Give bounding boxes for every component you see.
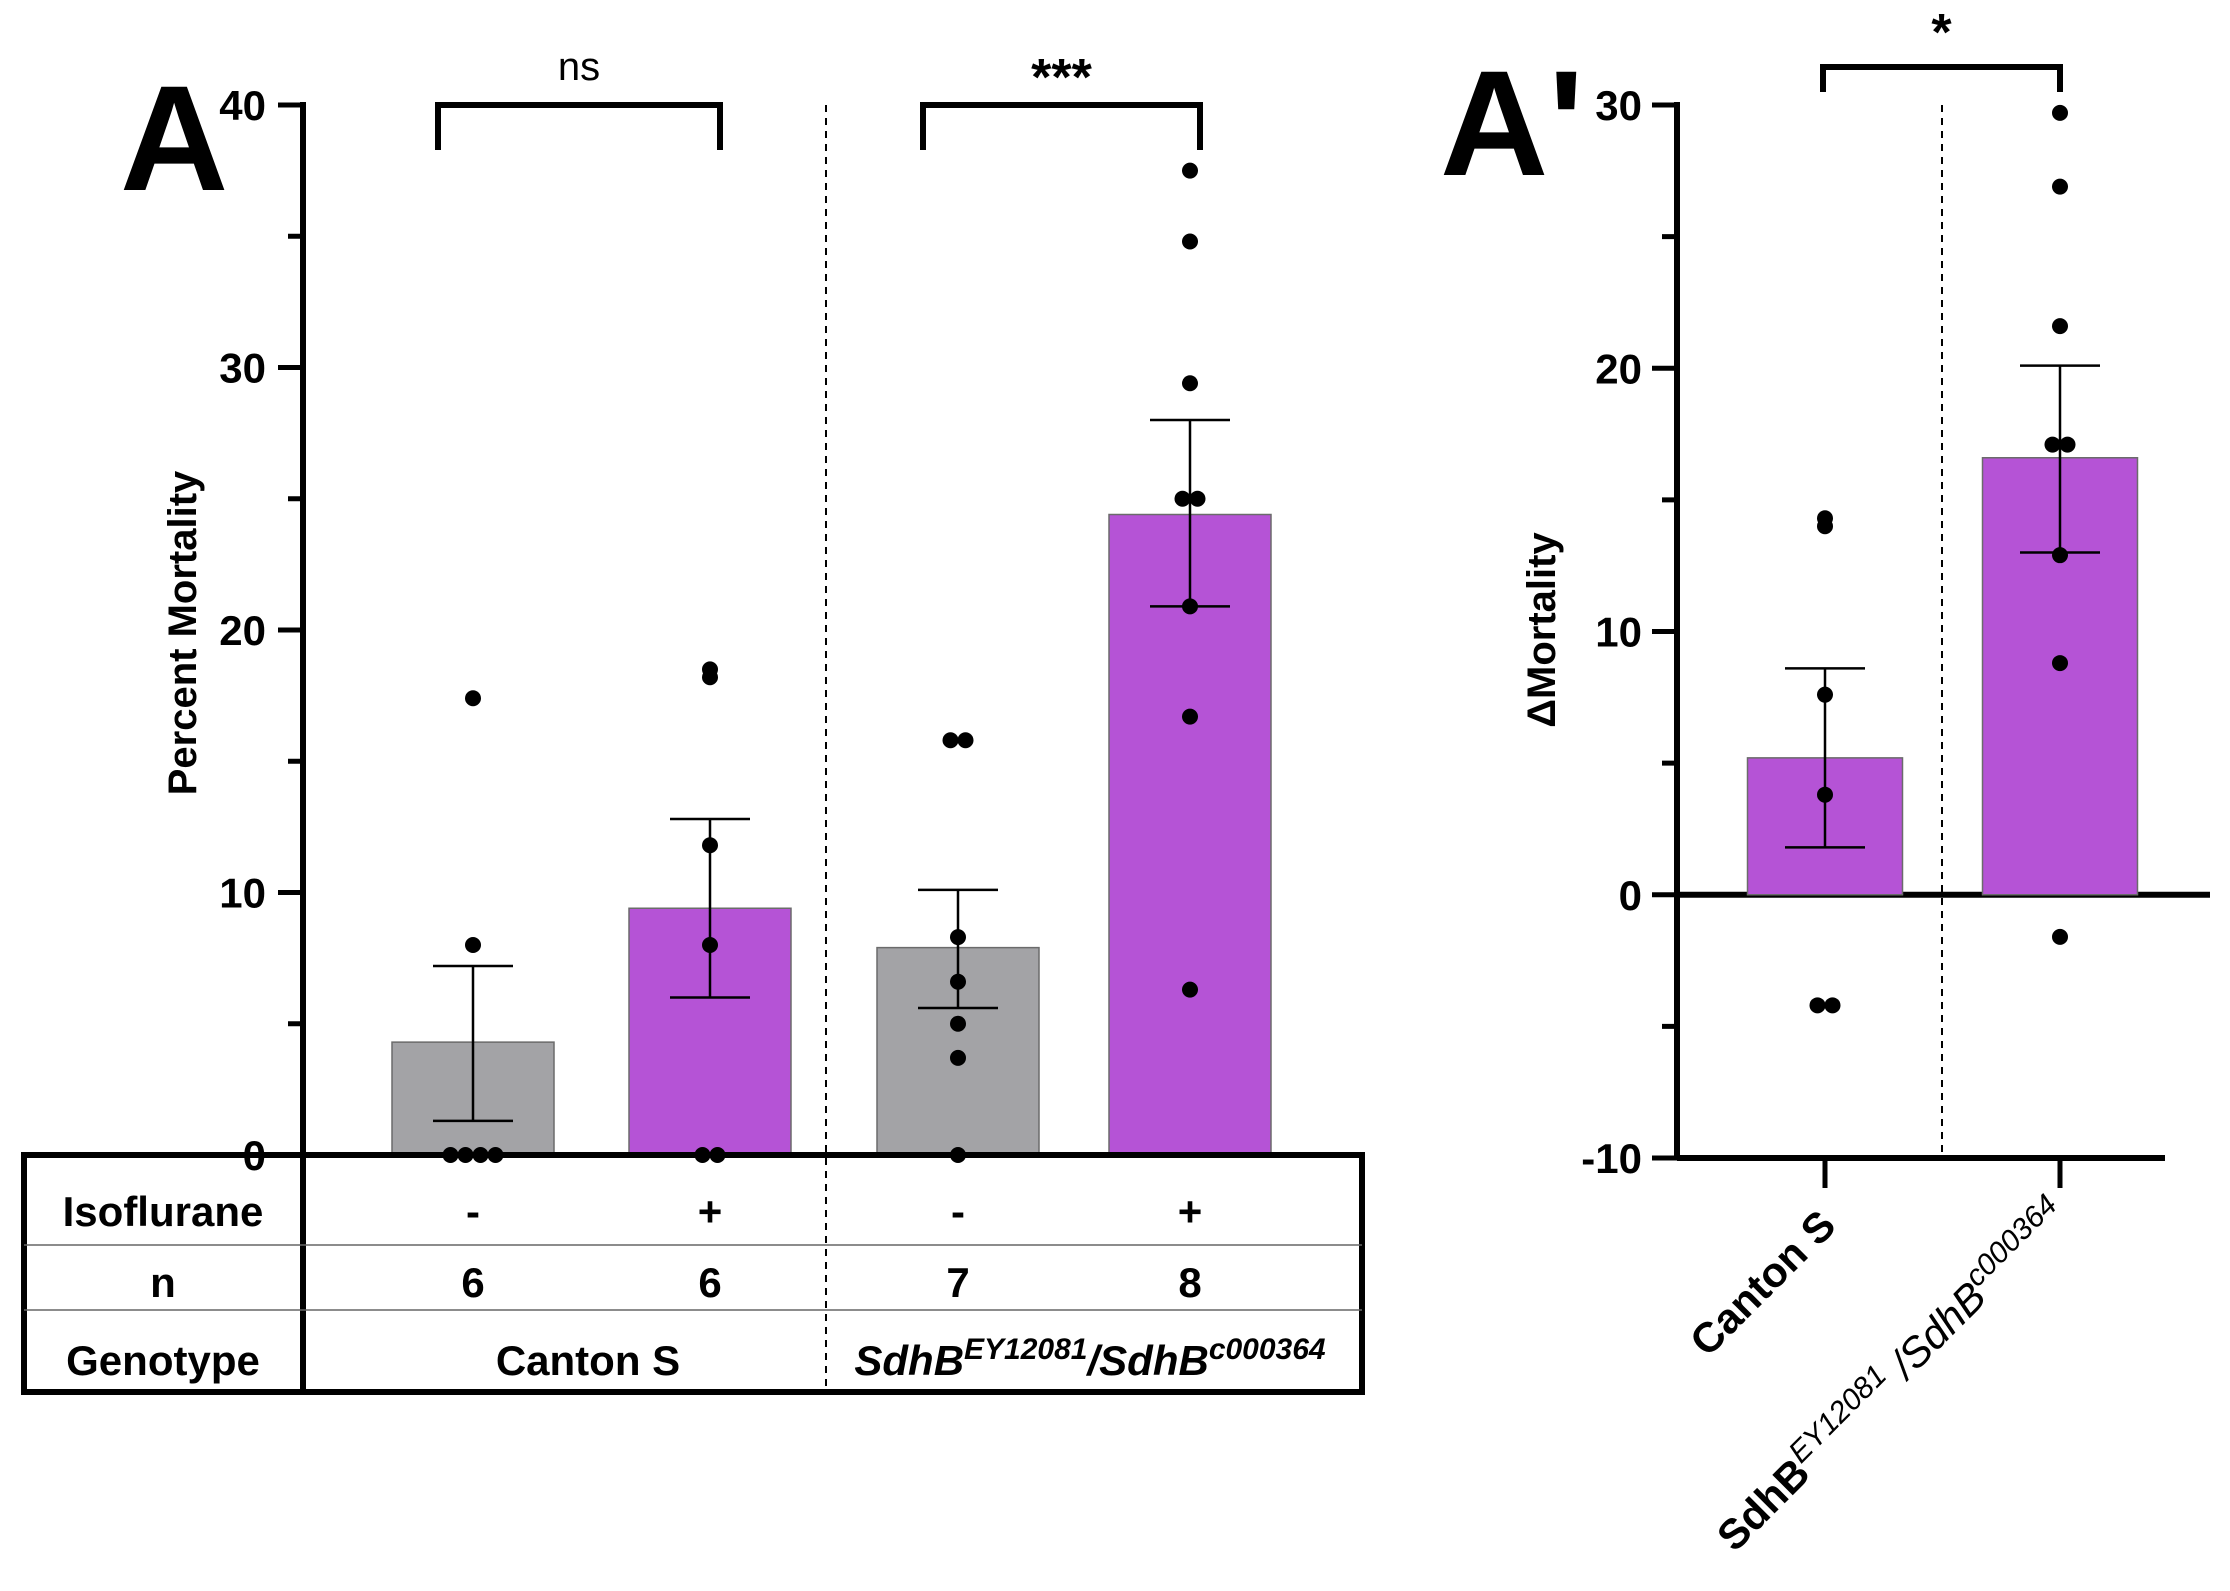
data-point bbox=[1182, 233, 1198, 250]
data-point bbox=[1182, 981, 1198, 998]
panel-a-label: A bbox=[120, 54, 228, 222]
y-tick-label: 20 bbox=[1595, 345, 1642, 392]
delta-data-point bbox=[2052, 547, 2068, 564]
delta-data-point bbox=[2052, 104, 2068, 121]
delta-data-point bbox=[2052, 655, 2068, 672]
table-row-label-genotype: Genotype bbox=[66, 1337, 260, 1384]
significance-label-2: *** bbox=[1031, 49, 1092, 107]
y-tick-label: 20 bbox=[219, 607, 266, 654]
data-point bbox=[702, 661, 718, 678]
data-point bbox=[1182, 708, 1198, 725]
table-border bbox=[21, 1152, 1365, 1395]
data-point bbox=[950, 973, 966, 990]
data-point bbox=[957, 732, 974, 749]
table-row-label-n: n bbox=[150, 1259, 176, 1306]
table-n-value: 6 bbox=[698, 1259, 721, 1306]
table-isoflurane-value: - bbox=[466, 1188, 480, 1235]
delta-data-point bbox=[1817, 510, 1833, 527]
y-tick-label: 40 bbox=[219, 82, 266, 129]
data-point bbox=[942, 732, 959, 749]
data-point bbox=[702, 837, 718, 854]
y-tick-label: 30 bbox=[219, 345, 266, 392]
data-point bbox=[702, 937, 718, 953]
delta-data-point bbox=[2052, 318, 2068, 335]
significance-bracket-1 bbox=[435, 102, 723, 150]
delta-data-point bbox=[1817, 686, 1833, 703]
y-tick-label: 10 bbox=[219, 870, 266, 917]
data-point bbox=[1182, 162, 1198, 179]
table-n-value: 6 bbox=[461, 1259, 484, 1306]
data-point bbox=[465, 690, 481, 707]
data-point bbox=[950, 929, 966, 946]
delta-data-point bbox=[2052, 178, 2068, 195]
table-n-value: 8 bbox=[1178, 1259, 1201, 1306]
delta-significance-bracket bbox=[1820, 64, 2063, 92]
data-point bbox=[1189, 490, 1206, 507]
delta-data-point bbox=[2052, 928, 2068, 945]
significance-bracket-2 bbox=[920, 102, 1203, 150]
data-point bbox=[950, 1049, 966, 1066]
panel-a-prime-y-axis: -10 0 10 20 30 bbox=[1581, 82, 2210, 1188]
panel-a-table: Isoflurane n Genotype -6+6-7+8 Canton S … bbox=[21, 1152, 1365, 1395]
delta-data-point bbox=[1824, 997, 1841, 1014]
table-genotype-sdhb: SdhBEY12081/SdhBc000364 bbox=[854, 1333, 1326, 1384]
delta-data-point bbox=[1817, 786, 1833, 803]
x-label-sdhb: SdhBEY12081 /SdhBc000364 bbox=[1705, 1188, 2076, 1559]
y-tick-label: 30 bbox=[1595, 82, 1642, 129]
significance-label-1: ns bbox=[558, 45, 600, 89]
delta-data-point bbox=[2059, 436, 2076, 453]
bar-4 bbox=[1108, 513, 1272, 1156]
table-n-value: 7 bbox=[946, 1259, 969, 1306]
data-point bbox=[1182, 598, 1198, 615]
delta-significance-label: * bbox=[1931, 4, 1952, 62]
table-row-label-isoflurane: Isoflurane bbox=[63, 1188, 264, 1235]
table-isoflurane-value: + bbox=[698, 1188, 723, 1235]
data-point bbox=[950, 1015, 966, 1032]
data-point bbox=[1182, 375, 1198, 392]
y-tick-label: 0 bbox=[1619, 872, 1642, 919]
panel-a-prime-label: A' bbox=[1440, 39, 1584, 207]
data-point bbox=[1174, 490, 1191, 507]
table-isoflurane-value: - bbox=[951, 1188, 965, 1235]
table-genotype-canton-s: Canton S bbox=[496, 1337, 680, 1384]
x-label-canton-s: Canton S bbox=[1681, 1201, 1845, 1365]
panel-a-prime-y-axis-label: ΔMortality bbox=[1520, 532, 1564, 728]
y-tick-label: -10 bbox=[1581, 1135, 1642, 1182]
delta-data-point bbox=[2044, 436, 2061, 453]
panel-a-y-axis-label: Percent Mortality bbox=[161, 470, 205, 795]
delta-data-point bbox=[1809, 997, 1826, 1014]
y-tick-label: 10 bbox=[1595, 609, 1642, 656]
table-isoflurane-value: + bbox=[1178, 1188, 1203, 1235]
data-point bbox=[465, 937, 481, 953]
